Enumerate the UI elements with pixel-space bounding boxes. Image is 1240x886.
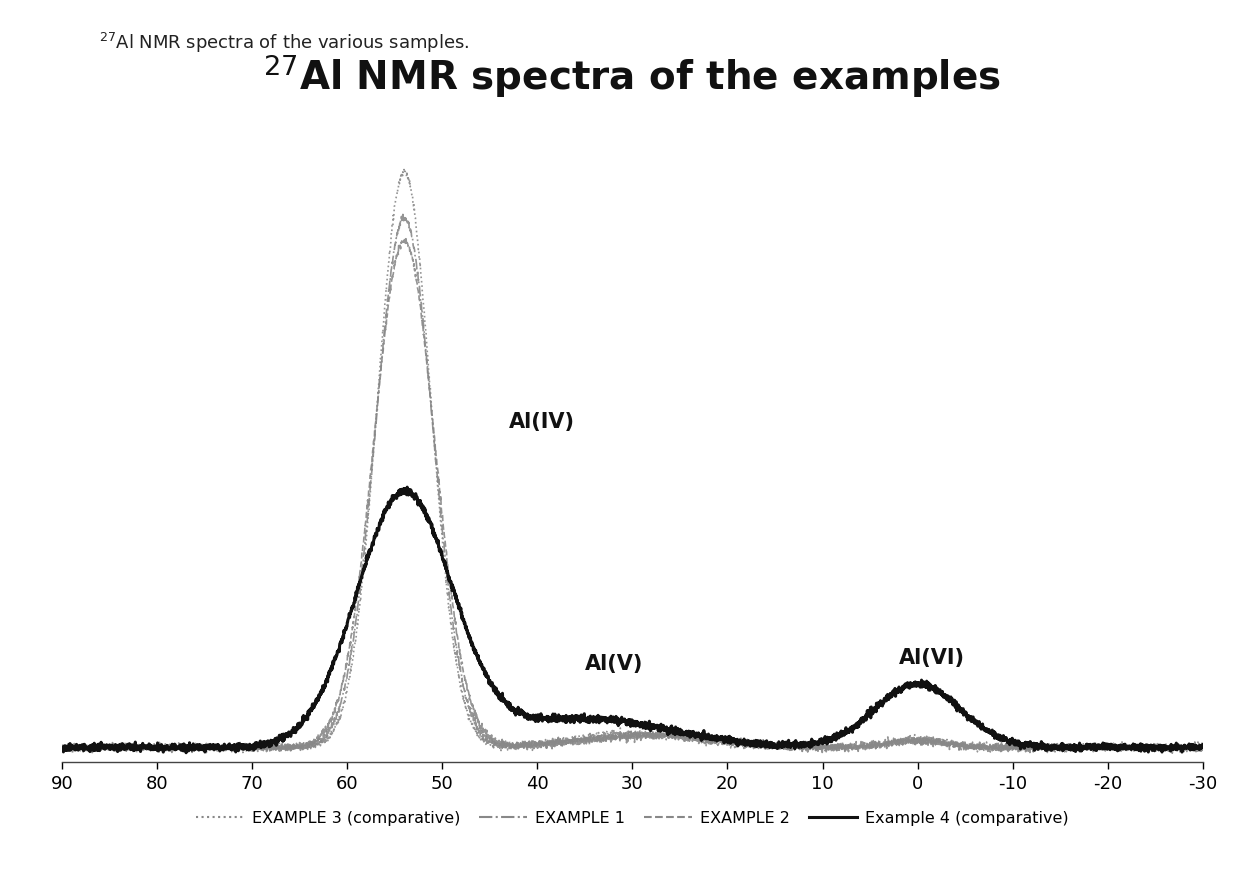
Text: Al(V): Al(V) [585, 653, 644, 672]
Text: Al(VI): Al(VI) [899, 647, 965, 667]
Text: $^{27}$Al NMR spectra of the various samples.: $^{27}$Al NMR spectra of the various sam… [99, 31, 470, 55]
Text: Al(IV): Al(IV) [508, 411, 575, 431]
Legend: EXAMPLE 3 (comparative), EXAMPLE 1, EXAMPLE 2, Example 4 (comparative): EXAMPLE 3 (comparative), EXAMPLE 1, EXAM… [190, 804, 1075, 832]
Title: $^{27}$Al NMR spectra of the examples: $^{27}$Al NMR spectra of the examples [263, 52, 1002, 100]
